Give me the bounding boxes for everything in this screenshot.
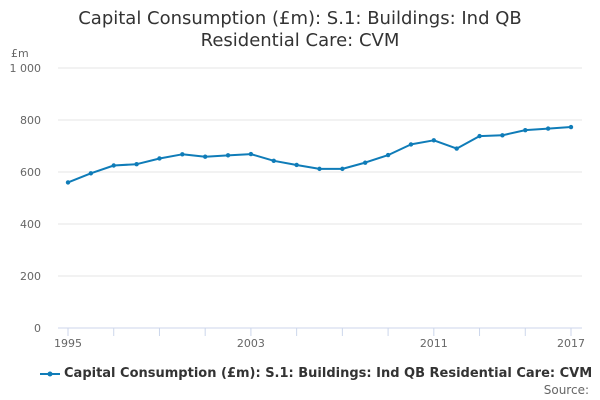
series-group bbox=[65, 124, 574, 185]
chart-title-line-2: Residential Care: CVM bbox=[200, 30, 400, 51]
y-tick-label: 200 bbox=[20, 270, 41, 283]
x-tick-label: 2011 bbox=[420, 337, 448, 350]
x-tick-label: 1995 bbox=[54, 337, 82, 350]
data-point bbox=[180, 152, 185, 157]
x-axis-tick-labels: 1995 2003 2011 2017 bbox=[54, 337, 585, 350]
data-point bbox=[385, 152, 391, 158]
data-point bbox=[271, 158, 276, 164]
data-point bbox=[523, 127, 528, 133]
data-point bbox=[134, 162, 139, 167]
x-axis bbox=[58, 327, 582, 336]
y-tick-label: 800 bbox=[20, 114, 41, 127]
y-tick-label: 1 000 bbox=[10, 62, 42, 75]
y-axis-label: £m bbox=[11, 47, 29, 60]
data-point bbox=[65, 180, 71, 185]
chart-title: Capital Consumption (£m): S.1: Buildings… bbox=[0, 8, 600, 52]
data-point bbox=[248, 151, 254, 157]
legend-item-label: Capital Consumption (£m): S.1: Buildings… bbox=[64, 366, 593, 381]
data-point bbox=[454, 146, 459, 151]
data-point bbox=[568, 124, 574, 130]
data-point bbox=[340, 166, 345, 172]
data-point bbox=[431, 138, 437, 143]
data-point bbox=[294, 162, 299, 168]
data-point bbox=[88, 171, 94, 176]
data-point bbox=[477, 133, 482, 139]
y-axis-tick-labels: 0 200 400 600 800 1 000 bbox=[10, 62, 42, 335]
data-point bbox=[317, 166, 322, 172]
source-label: Source: bbox=[543, 383, 589, 397]
legend-line-marker-icon bbox=[40, 371, 60, 376]
gridlines bbox=[58, 67, 582, 277]
data-point bbox=[157, 156, 162, 161]
chart-title-line-1: Capital Consumption (£m): S.1: Buildings… bbox=[78, 8, 522, 29]
data-point bbox=[500, 133, 505, 138]
data-point bbox=[202, 154, 208, 159]
y-tick-label: 400 bbox=[20, 218, 41, 231]
legend[interactable]: Capital Consumption (£m): S.1: Buildings… bbox=[40, 366, 600, 381]
y-tick-label: 0 bbox=[34, 322, 41, 335]
x-tick-label: 2017 bbox=[557, 337, 585, 350]
data-point bbox=[545, 126, 551, 131]
y-tick-label: 600 bbox=[20, 166, 41, 179]
data-point bbox=[225, 153, 231, 158]
data-point bbox=[408, 142, 414, 147]
data-point bbox=[363, 160, 368, 165]
data-point bbox=[111, 163, 116, 168]
series-line bbox=[67, 126, 572, 184]
x-tick-label: 2003 bbox=[237, 337, 265, 350]
